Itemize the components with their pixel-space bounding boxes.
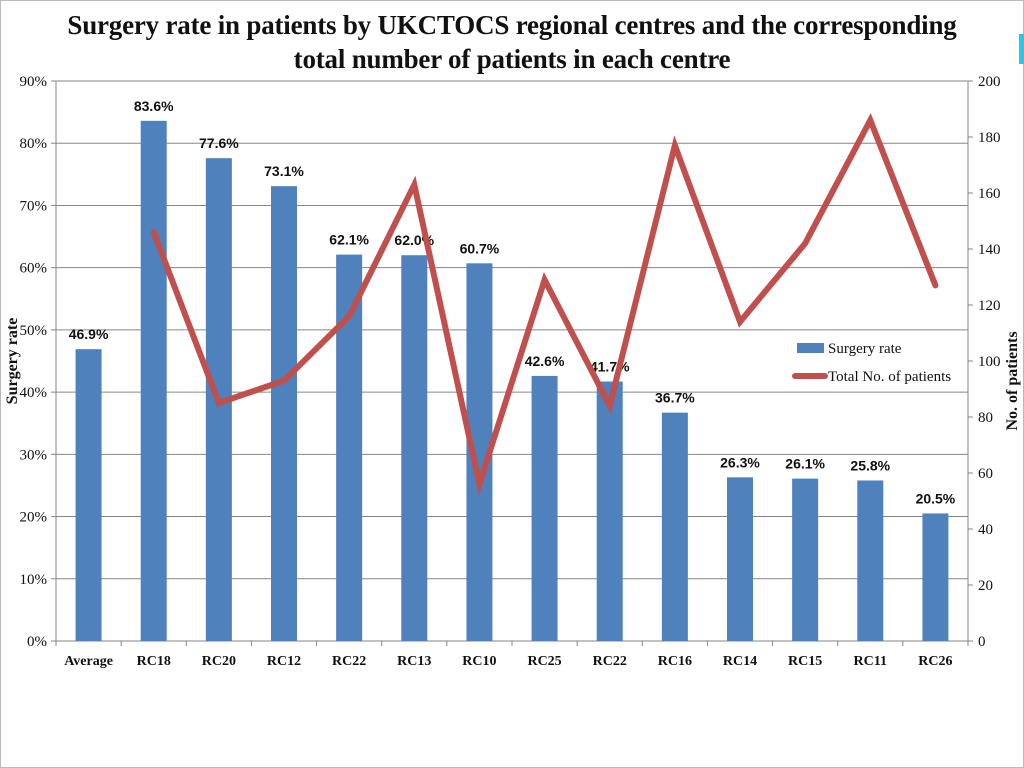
bar (401, 255, 428, 641)
y-tick-label: 80% (20, 136, 48, 152)
bar (140, 120, 167, 642)
bar (857, 480, 884, 641)
y2-axis-title: No. of patients (1004, 331, 1021, 430)
y-tick-label: 90% (20, 74, 48, 90)
y-tick-label: 0% (27, 634, 47, 650)
y-tick-label: 40% (20, 385, 48, 401)
bar-data-label: 41.7% (590, 359, 630, 375)
x-tick-label: RC10 (462, 654, 496, 669)
y-tick-label: 70% (20, 198, 48, 214)
x-tick-label: RC25 (527, 654, 561, 669)
y-tick-label: 30% (20, 447, 48, 463)
bar (596, 381, 623, 641)
bar (922, 513, 949, 641)
y2-tick-label: 140 (978, 242, 1001, 258)
y2-tick-label: 100 (978, 354, 1001, 370)
chart-title-line-2: total number of patients in each centre (293, 44, 731, 74)
legend-swatch-surgery-rate (797, 343, 824, 353)
bar (531, 375, 558, 641)
x-tick-label: Average (64, 654, 113, 669)
bar-data-label: 46.9% (69, 326, 109, 342)
bar (75, 349, 102, 641)
y-tick-label: 20% (20, 510, 48, 526)
window-edge-accent (1019, 34, 1024, 64)
bar-data-label: 25.8% (850, 457, 890, 473)
bar-data-label: 20.5% (916, 490, 956, 506)
x-tick-label: RC16 (658, 654, 692, 669)
y2-tick-label: 180 (978, 130, 1001, 146)
x-tick-label: RC12 (267, 654, 301, 669)
x-tick-label: RC18 (137, 654, 171, 669)
y2-tick-label: 40 (978, 522, 993, 538)
y2-tick-label: 20 (978, 578, 993, 594)
bar (792, 478, 819, 641)
y2-tick-label: 120 (978, 298, 1001, 314)
bar (271, 186, 297, 641)
line-series-total-patients (150, 113, 939, 496)
x-tick-label: RC15 (788, 654, 822, 669)
bar-data-label: 62.1% (329, 232, 369, 248)
bar-data-label: 77.6% (199, 135, 239, 151)
bar-data-label: 83.6% (134, 98, 174, 114)
bar-data-label: 36.7% (655, 390, 695, 406)
bar-data-label: 42.6% (525, 353, 565, 369)
y2-tick-label: 80 (978, 410, 993, 426)
x-tick-label: RC22 (332, 654, 366, 669)
y2-tick-label: 60 (978, 466, 993, 482)
y-axis-title: Surgery rate (4, 318, 21, 405)
chart-title-line-1: Surgery rate in patients by UKCTOCS regi… (67, 10, 957, 40)
x-tick-label: RC20 (202, 654, 236, 669)
x-tick-label: RC14 (723, 654, 757, 669)
bar (727, 477, 753, 641)
y2-tick-label: 160 (978, 186, 1001, 202)
y-tick-label: 50% (20, 323, 48, 339)
bar-data-label: 26.3% (720, 454, 760, 470)
legend-label-total-patients: Total No. of patients (828, 369, 951, 385)
x-tick-label: RC13 (397, 654, 431, 669)
y-tick-label: 10% (20, 572, 48, 588)
bar-data-label: 73.1% (264, 163, 304, 179)
y2-tick-label: 0 (978, 634, 986, 650)
bar (661, 412, 688, 641)
x-tick-label: RC26 (918, 654, 952, 669)
y2-tick-label: 200 (978, 74, 1001, 90)
y-tick-label: 60% (20, 261, 48, 277)
x-tick-label: RC22 (593, 654, 627, 669)
bar-data-label: 60.7% (460, 240, 500, 256)
bar-data-label: 26.1% (785, 456, 825, 472)
legend-label-surgery-rate: Surgery rate (828, 341, 902, 357)
x-tick-label: RC11 (854, 654, 887, 669)
